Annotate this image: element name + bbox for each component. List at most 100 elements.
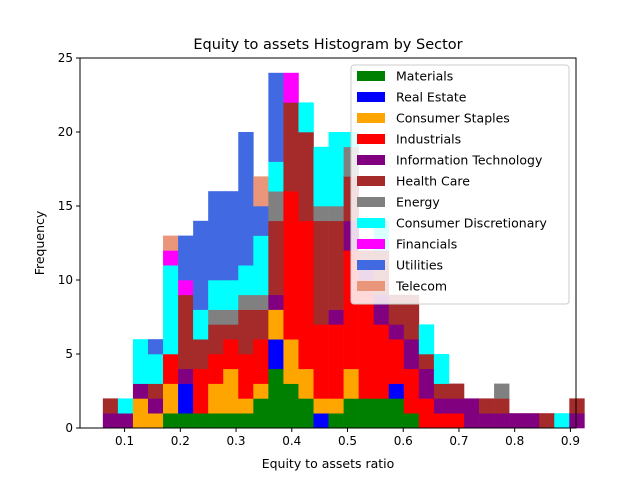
bar-real-estate-bin-5: [178, 383, 194, 414]
bar-utilities-bin-5: [178, 235, 194, 281]
bar-energy-bin-26: [494, 383, 510, 399]
bar-utilities-bin-10: [253, 206, 269, 236]
bar-consumer-staples-bin-10: [253, 383, 269, 399]
bar-materials-bin-20: [403, 413, 420, 429]
bar-health-care-bin-3: [147, 383, 164, 399]
bar-consumer-staples-bin-12: [283, 339, 299, 384]
bar-health-care-bin-23: [448, 383, 465, 399]
y-tick-label: 5: [65, 347, 73, 361]
x-tick-label: 0.4: [282, 434, 301, 448]
bar-health-care-bin-8: [223, 324, 239, 340]
bar-energy-bin-9: [238, 294, 254, 310]
y-axis-label: Frequency: [32, 210, 47, 275]
x-tick-label: 0.8: [505, 434, 524, 448]
bar-financials-bin-12: [283, 72, 299, 103]
bar-materials-bin-8: [223, 413, 239, 429]
bar-health-care-bin-25: [479, 398, 495, 414]
bar-health-care-bin-15: [328, 220, 344, 310]
legend-swatch: [357, 260, 385, 270]
x-tick-label: 0.6: [394, 434, 413, 448]
bar-consumer-discretionary-bin-15: [328, 132, 344, 207]
legend-label: Consumer Discretionary: [396, 216, 547, 231]
bar-materials-bin-5: [178, 413, 194, 429]
bar-materials-bin-13: [298, 398, 314, 429]
bar-consumer-discretionary-bin-30: [554, 413, 570, 429]
bar-health-care-bin-11: [268, 220, 284, 296]
bar-utilities-bin-8: [223, 191, 239, 281]
bar-information-technology-bin-22: [433, 398, 450, 414]
y-tick-label: 0: [65, 421, 73, 435]
bar-industrials-bin-19: [388, 339, 405, 384]
legend-swatch: [357, 281, 385, 291]
legend-label: Financials: [396, 237, 457, 252]
bar-energy-bin-7: [208, 309, 224, 325]
bar-materials-bin-12: [283, 383, 299, 429]
bar-consumer-discretionary-bin-7: [208, 280, 224, 310]
legend-swatch: [357, 176, 385, 186]
bar-information-technology-bin-26: [494, 413, 510, 429]
bar-consumer-staples-bin-8: [223, 368, 239, 414]
bar-industrials-bin-21: [418, 398, 435, 429]
bar-utilities-bin-11: [268, 72, 284, 162]
bar-industrials-bin-9: [238, 354, 254, 399]
bar-materials-bin-19: [388, 398, 405, 429]
bar-materials-bin-15: [328, 413, 344, 429]
bar-health-care-bin-6: [193, 339, 209, 370]
bar-materials-bin-4: [163, 413, 179, 429]
bar-information-technology-bin-28: [524, 413, 540, 429]
bar-energy-bin-14: [313, 206, 329, 222]
bar-health-care-bin-14: [313, 220, 329, 325]
bar-energy-bin-10: [253, 294, 269, 310]
legend-label: Real Estate: [396, 90, 467, 105]
bar-health-care-bin-12: [283, 102, 299, 192]
x-tick-label: 0.9: [561, 434, 580, 448]
bar-consumer-staples-bin-13: [298, 368, 314, 399]
legend-swatch: [357, 239, 385, 249]
bar-materials-bin-18: [373, 398, 390, 429]
y-tick-label: 20: [58, 125, 73, 139]
bar-information-technology-bin-2: [132, 383, 149, 399]
bar-utilities-bin-7: [208, 191, 224, 281]
bar-industrials-bin-22: [433, 413, 450, 429]
bar-information-technology-bin-19: [388, 324, 405, 340]
bar-materials-bin-7: [208, 413, 224, 429]
bar-health-care-bin-21: [418, 354, 435, 370]
bar-information-technology-bin-1: [117, 413, 134, 429]
bar-industrials-bin-17: [358, 280, 374, 399]
bar-information-technology-bin-23: [448, 398, 465, 414]
bar-industrials-bin-6: [193, 368, 209, 414]
bar-information-technology-bin-21: [418, 368, 435, 399]
bar-industrials-bin-23: [448, 413, 465, 429]
legend-swatch: [357, 218, 385, 228]
bar-health-care-bin-13: [298, 132, 314, 222]
bar-industrials-bin-18: [373, 324, 390, 399]
x-tick-label: 0.1: [115, 434, 134, 448]
bar-utilities-bin-6: [193, 220, 209, 310]
legend-label: Energy: [396, 195, 440, 210]
bar-telecom-bin-4: [163, 235, 179, 251]
legend: Materials Real Estate Consumer Staples Indu…: [350, 64, 570, 305]
legend-label: Industrials: [396, 132, 461, 147]
legend-swatch: [357, 155, 385, 165]
bar-information-technology-bin-11: [268, 294, 284, 310]
bar-consumer-discretionary-bin-11: [268, 161, 284, 192]
x-tick-label: 0.7: [449, 434, 468, 448]
bar-utilities-bin-9: [238, 132, 254, 266]
bar-energy-bin-15: [328, 206, 344, 222]
bar-health-care-bin-9: [238, 309, 254, 355]
bar-consumer-discretionary-bin-8: [223, 280, 239, 310]
x-axis: 0.1 0.2 0.3 0.4 0.5 0.6 0.7 0.8 0.9: [115, 428, 580, 448]
y-tick-label: 15: [58, 199, 73, 213]
bar-information-technology-bin-25: [479, 413, 495, 429]
bar-financials-bin-4: [163, 250, 179, 266]
bar-consumer-discretionary-bin-2: [132, 339, 149, 384]
bar-information-technology-bin-5: [178, 368, 194, 384]
bar-health-care-bin-29: [539, 413, 555, 429]
y-tick-label: 25: [58, 51, 73, 65]
bar-energy-bin-11: [268, 191, 284, 222]
x-tick-label: 0.5: [338, 434, 357, 448]
legend-swatch: [357, 134, 385, 144]
bar-consumer-discretionary-bin-14: [313, 146, 329, 207]
bar-information-technology-bin-27: [509, 413, 525, 429]
